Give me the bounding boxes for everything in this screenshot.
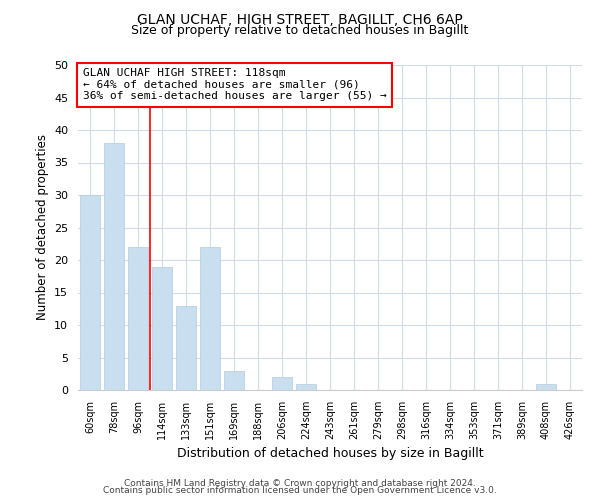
Text: Contains public sector information licensed under the Open Government Licence v3: Contains public sector information licen… [103, 486, 497, 495]
Y-axis label: Number of detached properties: Number of detached properties [35, 134, 49, 320]
Bar [200, 247, 220, 390]
Bar [176, 306, 196, 390]
Text: Contains HM Land Registry data © Crown copyright and database right 2024.: Contains HM Land Registry data © Crown c… [124, 478, 476, 488]
Text: GLAN UCHAF HIGH STREET: 118sqm
← 64% of detached houses are smaller (96)
36% of : GLAN UCHAF HIGH STREET: 118sqm ← 64% of … [83, 68, 387, 102]
Bar [104, 143, 124, 390]
Text: GLAN UCHAF, HIGH STREET, BAGILLT, CH6 6AP: GLAN UCHAF, HIGH STREET, BAGILLT, CH6 6A… [137, 12, 463, 26]
Bar [224, 370, 244, 390]
Bar [152, 266, 172, 390]
Bar [536, 384, 556, 390]
Bar [272, 377, 292, 390]
Bar [296, 384, 316, 390]
Bar [128, 247, 148, 390]
Text: Size of property relative to detached houses in Bagillt: Size of property relative to detached ho… [131, 24, 469, 37]
X-axis label: Distribution of detached houses by size in Bagillt: Distribution of detached houses by size … [176, 448, 484, 460]
Bar [80, 195, 100, 390]
